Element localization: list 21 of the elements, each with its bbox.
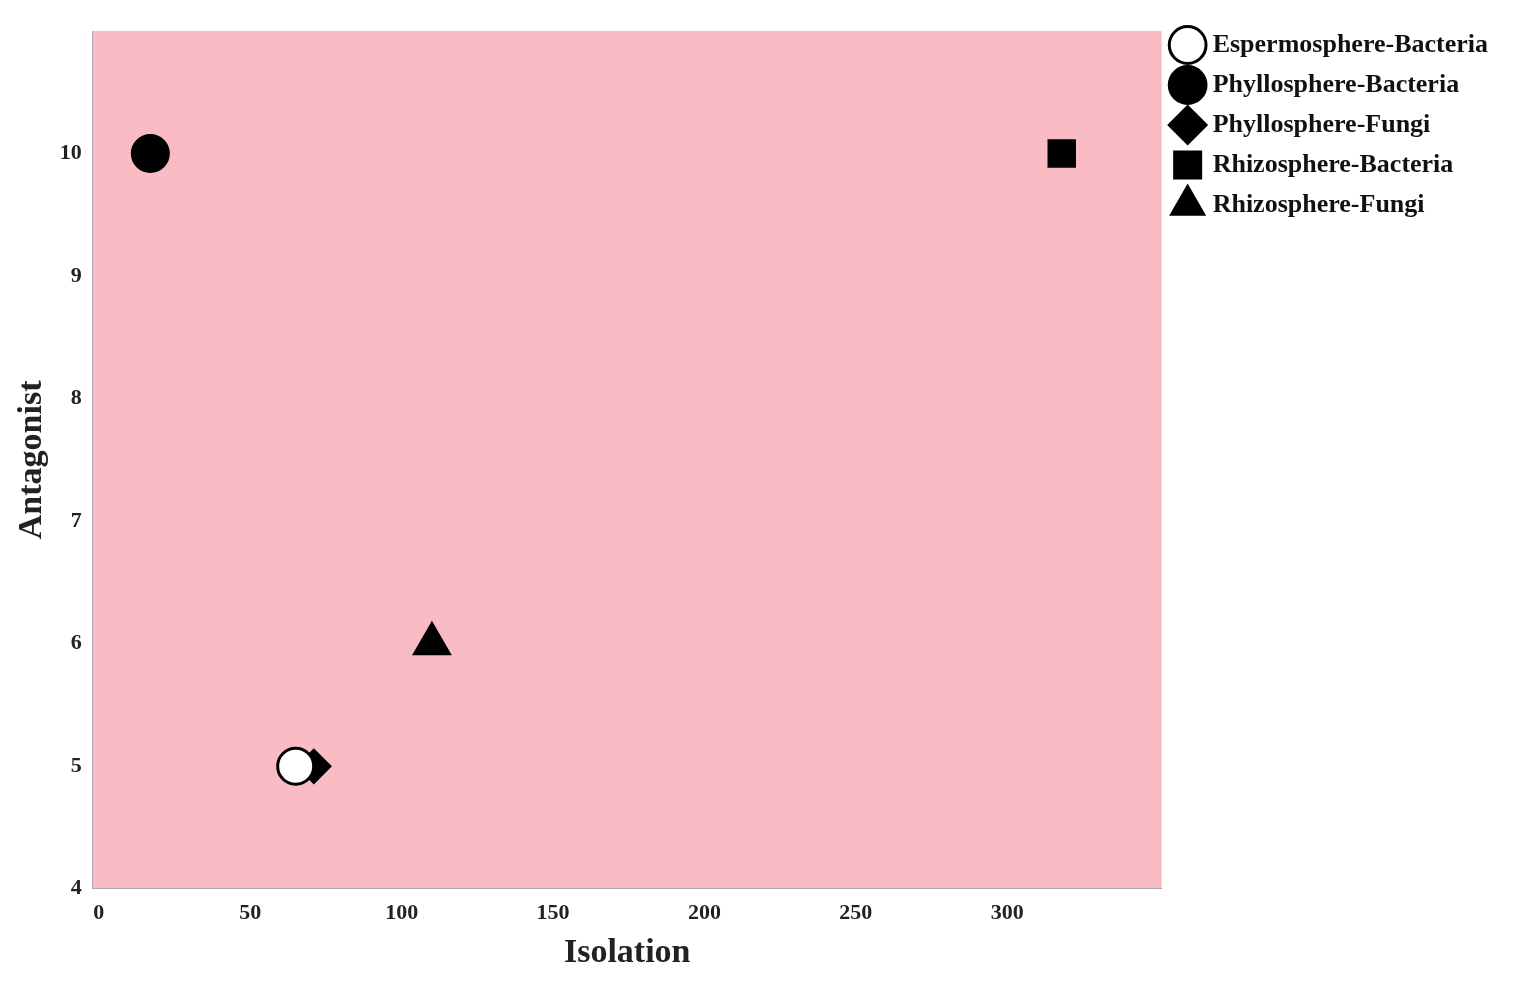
legend-label: Rhizosphere-Fungi xyxy=(1212,188,1425,218)
y-tick-label: 4 xyxy=(70,874,82,900)
x-tick-label: 200 xyxy=(687,898,721,924)
y-tick-label: 9 xyxy=(70,261,82,287)
y-tick-label: 8 xyxy=(70,384,82,410)
y-tick-label: 6 xyxy=(70,629,82,655)
y-tick-label: 7 xyxy=(70,506,82,532)
x-axis-title: Isolation xyxy=(563,932,691,970)
x-tick-label: 300 xyxy=(990,898,1024,924)
y-tick-label: 5 xyxy=(70,751,82,777)
x-tick-label: 150 xyxy=(536,898,570,924)
legend-label: Espermosphere-Bacteria xyxy=(1212,28,1489,58)
legend-label: Phyllosphere-Fungi xyxy=(1212,108,1431,138)
y-axis-title: Antagonist xyxy=(11,379,49,540)
x-tick-label: 100 xyxy=(385,898,419,924)
legend-label: Rhizosphere-Bacteria xyxy=(1212,148,1454,178)
x-tick-label: 50 xyxy=(239,898,262,924)
legend-label: Phyllosphere-Bacteria xyxy=(1212,68,1460,98)
y-tick-label: 10 xyxy=(59,139,82,165)
x-tick-label: 0 xyxy=(93,898,105,924)
x-tick-label: 250 xyxy=(839,898,873,924)
